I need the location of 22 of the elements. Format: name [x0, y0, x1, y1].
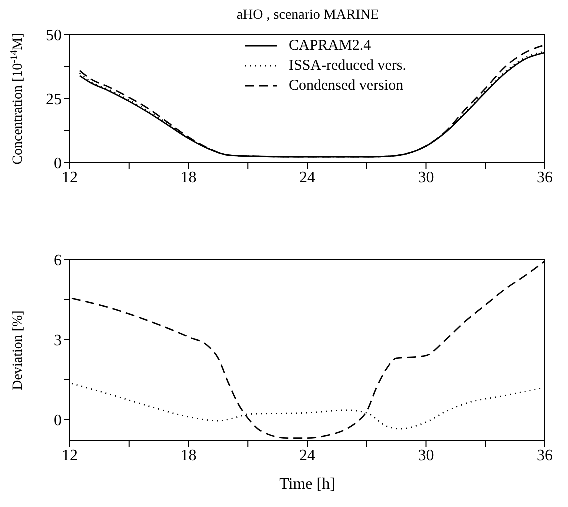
- x-tick-label: 12: [62, 447, 78, 464]
- legend-label: Condensed version: [289, 78, 404, 94]
- y-tick-label: 3: [54, 332, 62, 350]
- legend-label: ISSA-reduced vers.: [289, 58, 406, 74]
- y-tick-label: 25: [46, 92, 62, 109]
- legend-label: CAPRAM2.4: [289, 38, 372, 54]
- x-tick-label: 36: [537, 169, 553, 186]
- x-tick-label: 36: [537, 447, 553, 464]
- chart-title: aHO , scenario MARINE: [236, 8, 380, 25]
- y-tick-label: 0: [54, 156, 62, 173]
- y-axis-title: Deviation [%]: [11, 310, 26, 390]
- x-tick-label: 24: [300, 447, 316, 464]
- x-axis-title: Time [h]: [280, 476, 336, 493]
- x-tick-label: 30: [418, 169, 434, 186]
- y-tick-label: 6: [54, 252, 62, 270]
- y-tick-label: 0: [54, 412, 62, 430]
- x-tick-label: 30: [418, 447, 434, 464]
- y-tick-label: 50: [46, 28, 62, 45]
- x-tick-label: 12: [62, 169, 78, 186]
- x-tick-label: 18: [180, 447, 197, 464]
- x-tick-label: 24: [300, 169, 316, 186]
- x-tick-label: 18: [180, 169, 197, 186]
